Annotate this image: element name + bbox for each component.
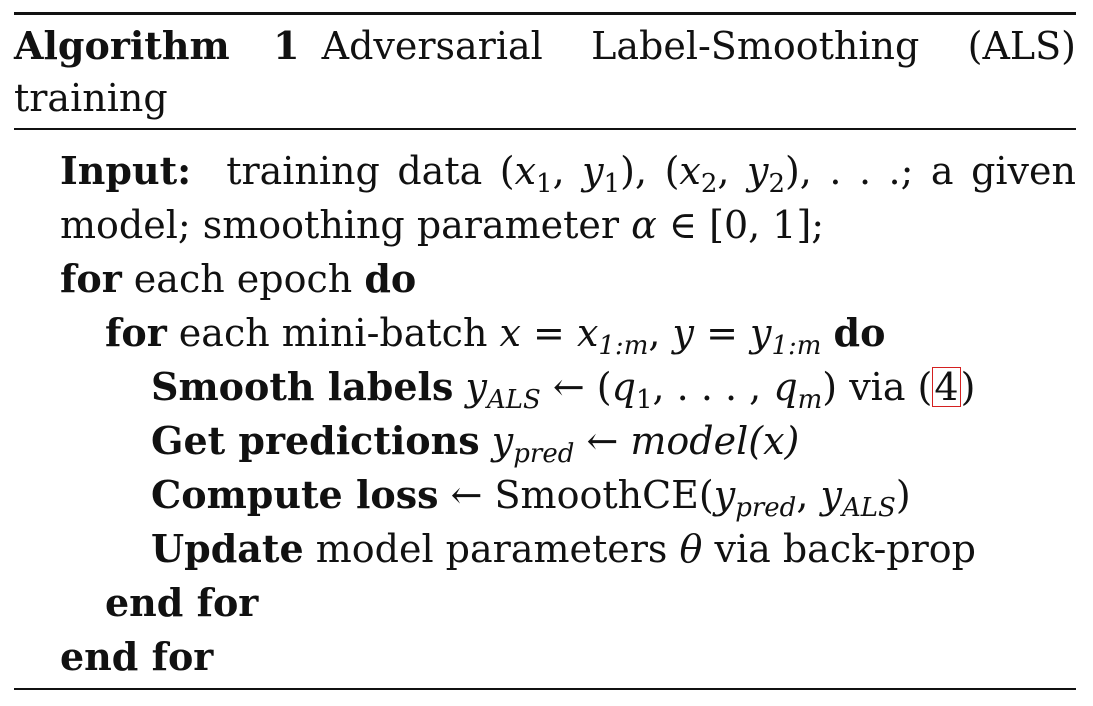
compute-loss-line: Compute loss ← SmoothCE(ypred, yALS) (151, 472, 911, 523)
algorithm-label: Algorithm 1 (14, 23, 300, 68)
for-epoch-line: for each epoch do (60, 256, 417, 301)
end-for-inner-line: end for (105, 580, 259, 625)
get-predictions-line: Get predictions ypred ← model(x) (151, 418, 800, 469)
smooth-labels-line: Smooth labels yALS ← (q1, . . . , qm) vi… (151, 364, 976, 415)
input-keyword: Input: (60, 148, 192, 193)
input-line: Input: training data (x1, y1), (x2, y2),… (60, 148, 1076, 247)
equation-ref-link[interactable]: 4 (932, 365, 961, 409)
algorithm-caption: Algorithm 1 Adversarial Label-Smoothing (… (14, 20, 1076, 124)
caption-rule (14, 128, 1076, 130)
top-rule (14, 12, 1076, 15)
bottom-rule (14, 688, 1076, 690)
for-minibatch-line: for each mini-batch x = x1:m, y = y1:m d… (105, 310, 886, 361)
end-for-outer-line: end for (60, 634, 214, 679)
algorithm-title: Adversarial Label-Smoothing (ALS) traini… (14, 24, 1077, 120)
update-line: Update model parameters θ via back-prop (151, 526, 976, 571)
